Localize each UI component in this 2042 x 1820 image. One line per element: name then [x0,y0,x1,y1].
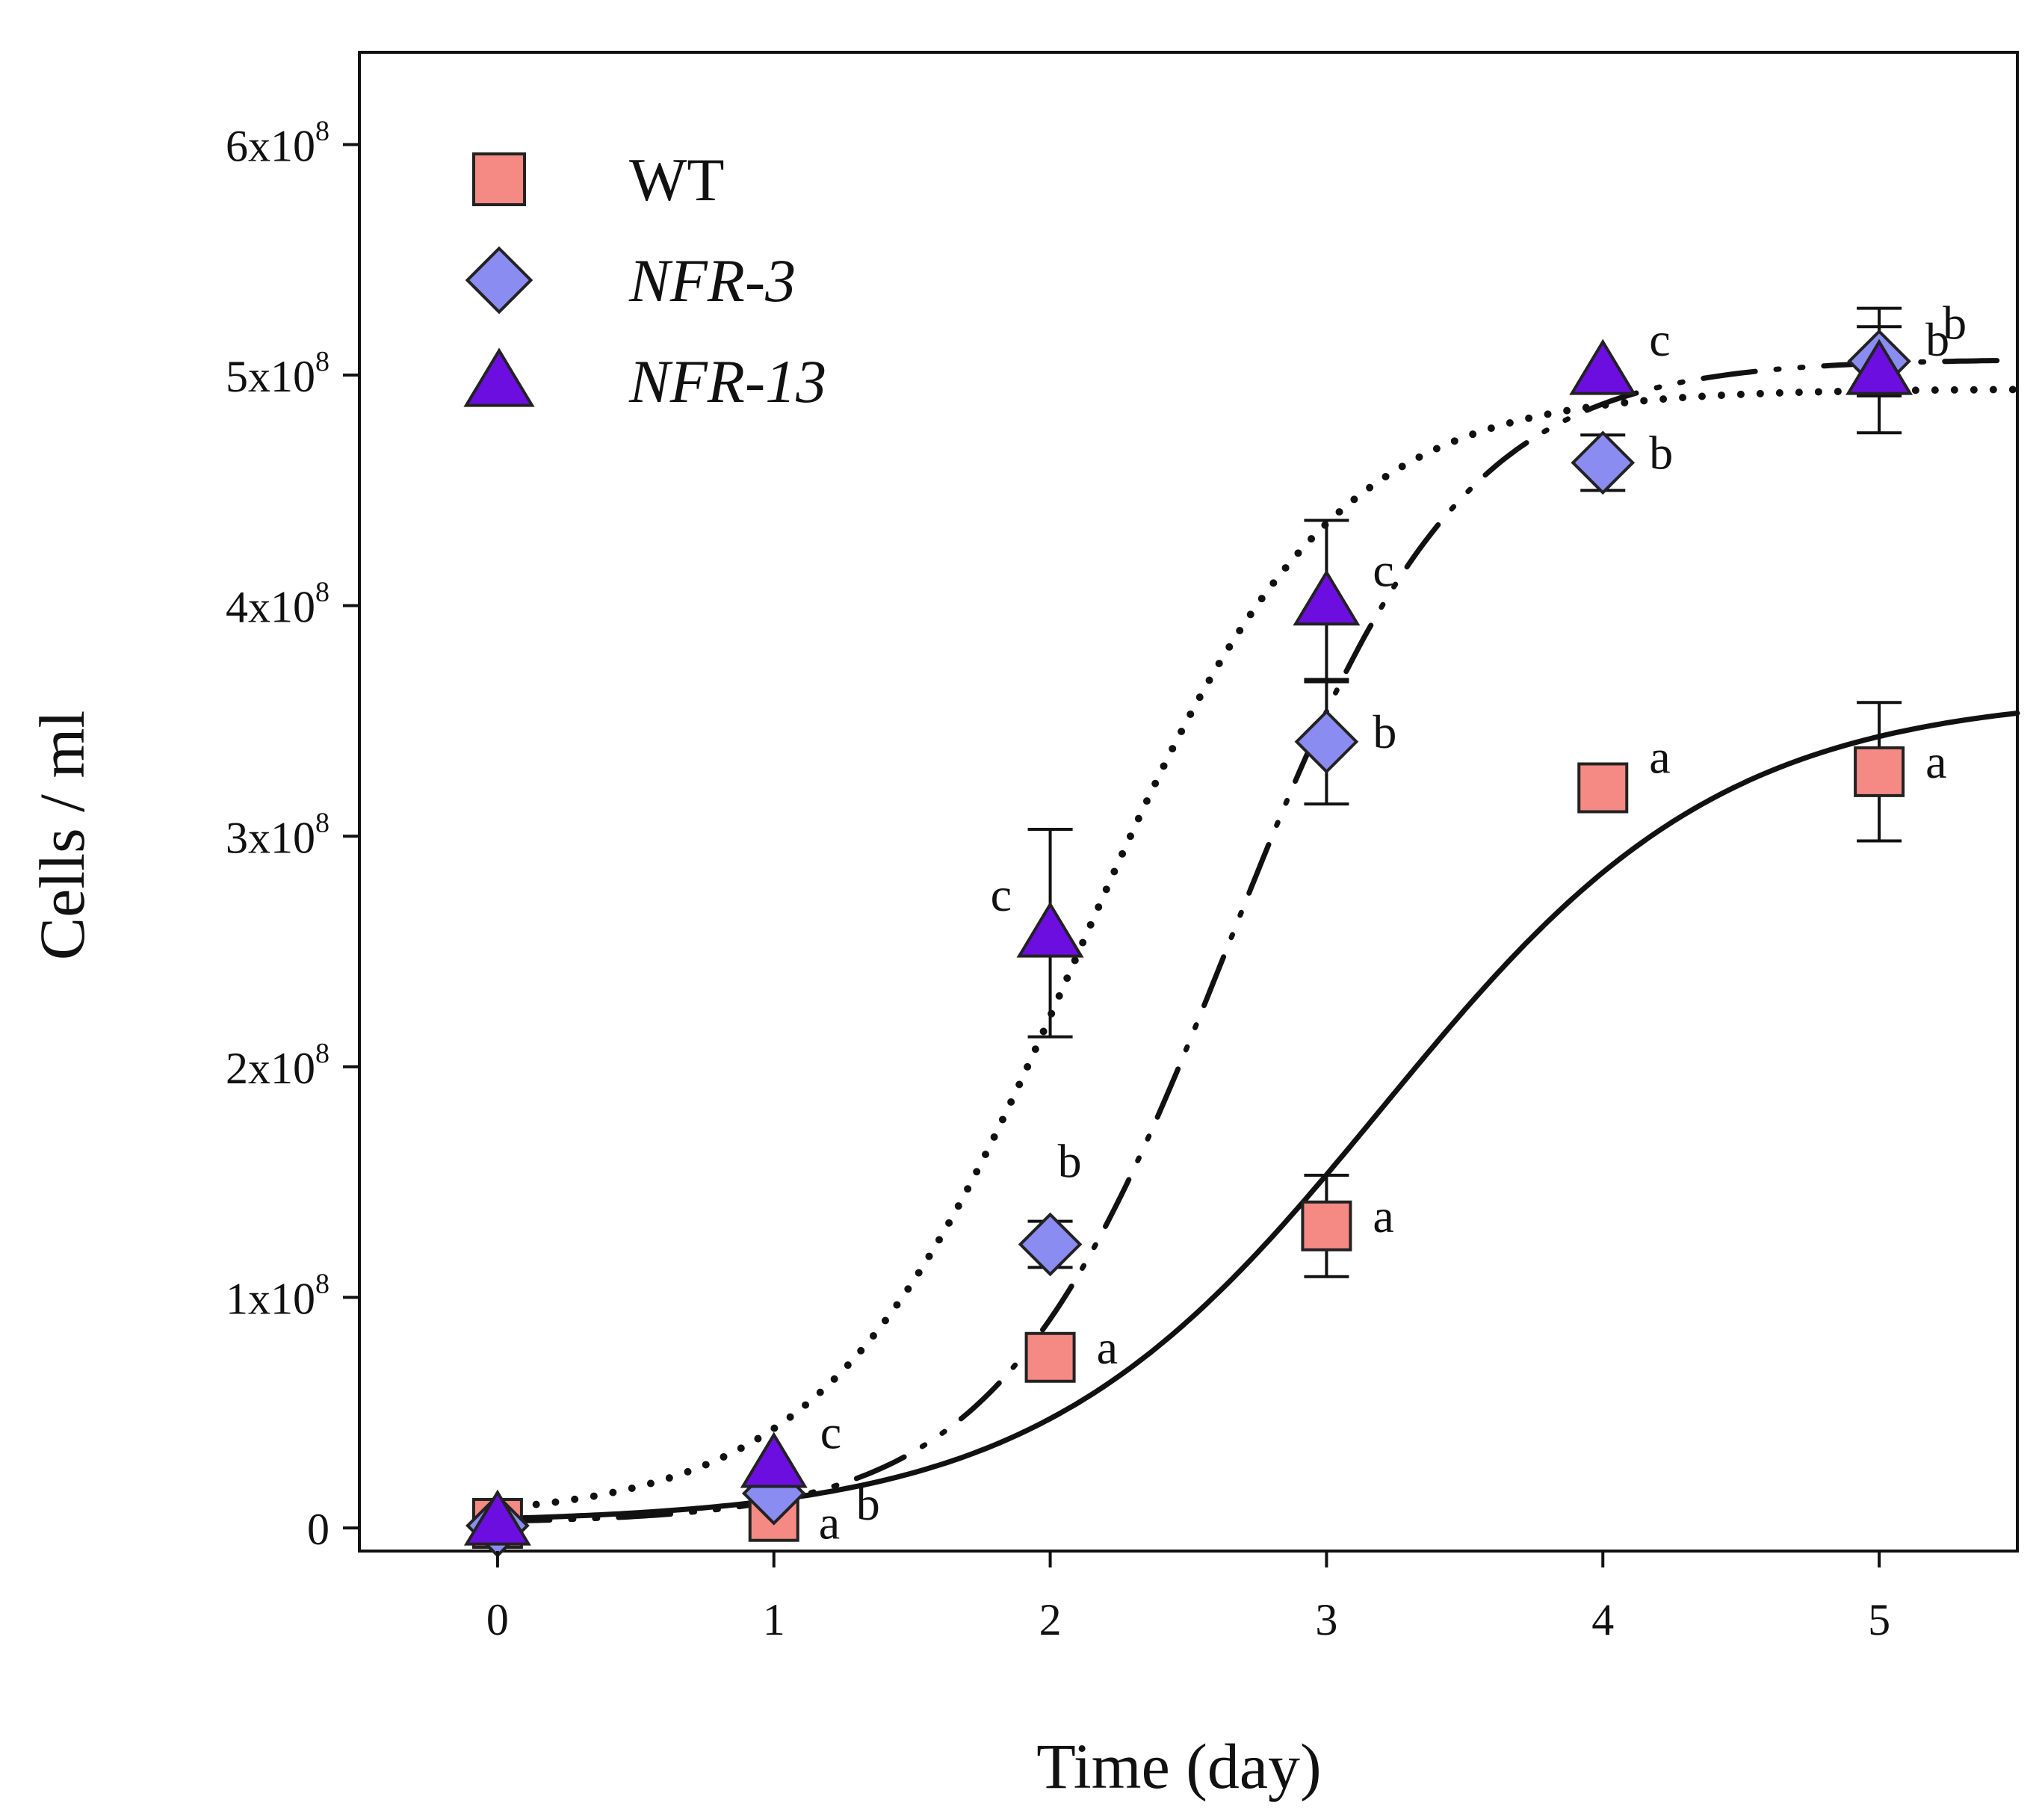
significance-label-nfr-13: b [1925,313,1949,366]
significance-label-wt: a [1925,735,1946,788]
legend-label-nfr-3: NFR-3 [628,247,796,315]
fit-curves [493,357,2021,1524]
x-tick-label: 3 [1315,1595,1337,1644]
data-point-nfr-13 [1016,901,1084,958]
legend: WT NFR-3 NFR-13 [463,146,826,415]
fit-curve-wt [495,711,2020,1522]
fit-curve-nfr-3 [495,357,2020,1524]
x-tick-label: 1 [763,1595,785,1644]
fit-curve-nfr-13 [493,386,2021,1512]
data-point-nfr-13 [1569,338,1637,395]
axes: 0 1 2 3 4 5 0 1x108 2x108 3x108 4x108 5x108 6x108 [226,115,1890,1644]
x-tick-label: 0 [486,1595,509,1644]
error-bars [1027,306,1902,1278]
significance-label-nfr-13: c [1373,544,1393,597]
y-tick-label: 3x108 [226,807,329,862]
significance-label-nfr-13: c [1649,313,1670,366]
data-point-nfr-3 [1018,1212,1083,1277]
significance-label-nfr-13: c [991,868,1012,921]
y-tick-label: 0 [307,1505,329,1554]
data-point-nfr-3 [1294,709,1359,774]
data-point-wt [1577,762,1629,814]
significance-label-wt: a [1649,730,1670,783]
data-point-nfr-13 [463,1489,531,1546]
significance-label-nfr-13: c [820,1406,841,1459]
data-point-nfr-13 [740,1431,808,1488]
significance-label-nfr-3: b [1058,1135,1082,1188]
legend-label-nfr-13: NFR-13 [628,347,826,415]
x-tick-label: 2 [1039,1595,1062,1644]
y-tick-label: 2x108 [226,1038,329,1093]
significance-label-wt: a [1373,1189,1393,1242]
significance-label-wt: a [1097,1321,1118,1374]
data-point-wt [1024,1331,1076,1383]
plot-frame [358,51,2019,1553]
y-tick-label: 1x108 [226,1269,329,1324]
data-point-wt [1301,1200,1352,1251]
y-tick-label: 6x108 [226,115,329,170]
plot-border [358,51,2019,1553]
x-axis-title: Time (day) [1036,1730,1321,1802]
data-point-nfr-13 [1293,569,1361,626]
y-tick-label: 5x108 [226,346,329,401]
data-markers [463,329,1913,1558]
significance-label-nfr-3: b [856,1477,880,1530]
legend-marker-nfr-3 [465,246,533,315]
significance-label-wt: a [819,1496,840,1550]
legend-marker-nfr-13 [463,347,535,407]
significance-label-nfr-3: b [1943,297,1967,350]
legend-marker-wt [472,152,526,206]
y-axis-title: Cells / ml [26,711,98,960]
data-point-nfr-13 [1845,338,1913,395]
y-tick-label: 4x108 [226,577,329,632]
legend-label-wt: WT [629,146,724,214]
significance-label-nfr-3: b [1373,705,1396,758]
data-point-wt [1854,746,1905,797]
data-point-nfr-3 [1571,430,1636,495]
x-tick-label: 5 [1868,1595,1890,1644]
significance-label-nfr-3: b [1649,426,1673,479]
x-tick-label: 4 [1591,1595,1614,1644]
